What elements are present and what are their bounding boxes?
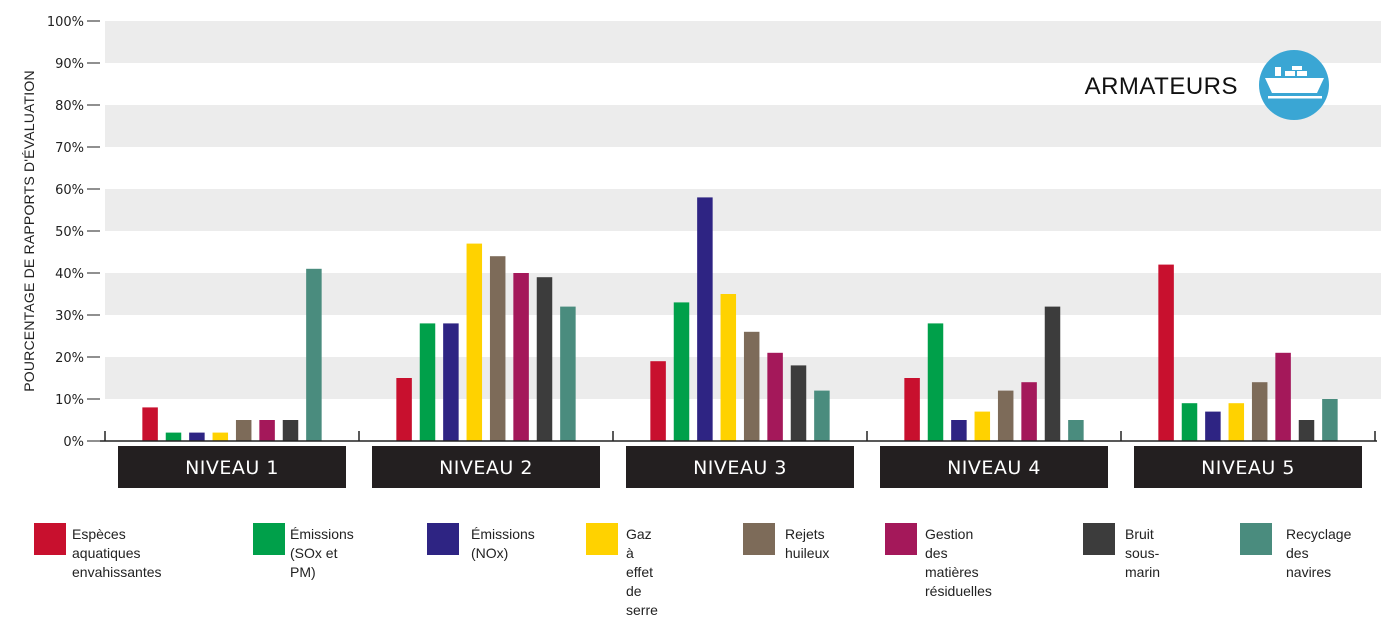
legend-swatch (1083, 523, 1115, 555)
category-box (372, 446, 600, 488)
category-label: NIVEAU 2 (439, 457, 533, 479)
legend-swatch (743, 523, 775, 555)
bar (189, 432, 205, 441)
legend-swatch (1240, 523, 1272, 555)
y-tick-label: 60% (55, 183, 84, 198)
grid-band (105, 105, 1381, 147)
category-box (626, 446, 854, 488)
category-label: NIVEAU 5 (1201, 457, 1295, 479)
bar (720, 294, 737, 441)
bar (1181, 403, 1198, 441)
y-tick-label: 70% (55, 141, 84, 156)
legend-label: Espèces aquatiques envahissantes (72, 526, 162, 580)
grid-band (105, 21, 1381, 63)
bar (489, 256, 506, 441)
bar (1228, 403, 1245, 441)
legend-swatch (34, 523, 66, 555)
legend-swatch (885, 523, 917, 555)
bar (165, 432, 182, 441)
bar (1205, 411, 1221, 441)
bar (974, 411, 991, 441)
legend-swatch (427, 523, 459, 555)
bar (1322, 399, 1338, 441)
bar (743, 331, 760, 441)
grid-band (105, 273, 1381, 315)
legend-label: Émissions (SOx et PM) (290, 526, 354, 580)
bar (1021, 382, 1037, 441)
y-tick-label: 40% (55, 267, 84, 282)
bar (1158, 264, 1174, 441)
legend-label: Bruit sous-marin (1125, 526, 1161, 580)
legend: Espèces aquatiques envahissantes Émission… (0, 515, 1381, 618)
legend-label: Gaz à effet de serre (626, 526, 658, 618)
bar (513, 273, 529, 441)
bar (1298, 420, 1315, 441)
legend-swatch (253, 523, 285, 555)
y-tick-label: 90% (55, 57, 84, 72)
bar (790, 365, 807, 441)
y-tick-label: 100% (47, 15, 84, 30)
bar (997, 390, 1014, 441)
bar (1251, 382, 1268, 441)
bar (560, 306, 576, 441)
y-tick-label: 0% (63, 435, 84, 450)
y-tick-label: 20% (55, 351, 84, 366)
x-axis (100, 431, 1377, 442)
grid-band (105, 357, 1381, 399)
bar (1275, 352, 1291, 441)
legend-swatch (586, 523, 618, 555)
bar (212, 432, 229, 441)
chart-title-group: ARMATEURS (1085, 50, 1329, 120)
category-label: NIVEAU 1 (185, 457, 279, 479)
y-tick-label: 30% (55, 309, 84, 324)
bar (396, 378, 412, 441)
bar (235, 420, 252, 441)
bar (767, 352, 783, 441)
bar (536, 277, 553, 441)
y-tick-label: 10% (55, 393, 84, 408)
y-axis-label: POURCENTAGE DE RAPPORTS D'ÉVALUATION (21, 70, 37, 392)
cargo-ship-icon (1259, 50, 1329, 120)
category-box (880, 446, 1108, 488)
category-box (1134, 446, 1362, 488)
category-label: NIVEAU 3 (693, 457, 787, 479)
bar (443, 323, 459, 441)
category-label: NIVEAU 4 (947, 457, 1041, 479)
bar (142, 407, 158, 441)
chart-title: ARMATEURS (1085, 73, 1238, 100)
y-axis-ticks: 0% 10% 20% 30% 40% 50% 60% 70% 80% 90% 100% (47, 15, 100, 450)
y-tick-label: 50% (55, 225, 84, 240)
bars (142, 197, 1338, 441)
bar (951, 420, 967, 441)
bar (282, 420, 299, 441)
bar (1068, 420, 1084, 441)
bar (650, 361, 666, 441)
bar (697, 197, 713, 441)
category-box (118, 446, 346, 488)
bar (814, 390, 830, 441)
y-tick-label: 80% (55, 99, 84, 114)
bar (419, 323, 436, 441)
legend-label: Gestion des matières résiduelles (925, 526, 992, 599)
category-labels: NIVEAU 1 NIVEAU 2 NIVEAU 3 NIVEAU 4 NIVEAU 5 (118, 446, 1362, 488)
legend-label: Recyclage des navires (1286, 526, 1352, 580)
legend-label: Émissions (NOx) (471, 526, 535, 561)
bar (466, 243, 483, 441)
bar (904, 378, 920, 441)
bar (259, 420, 275, 441)
chart: 0% 10% 20% 30% 40% 50% 60% 70% 80% 90% 100% POURCE… (21, 15, 1381, 488)
bar (927, 323, 944, 441)
legend-label: Rejets huileux (785, 526, 830, 561)
bar (306, 268, 322, 441)
grid-band (105, 189, 1381, 231)
bar (673, 302, 690, 441)
bar (1044, 306, 1061, 441)
